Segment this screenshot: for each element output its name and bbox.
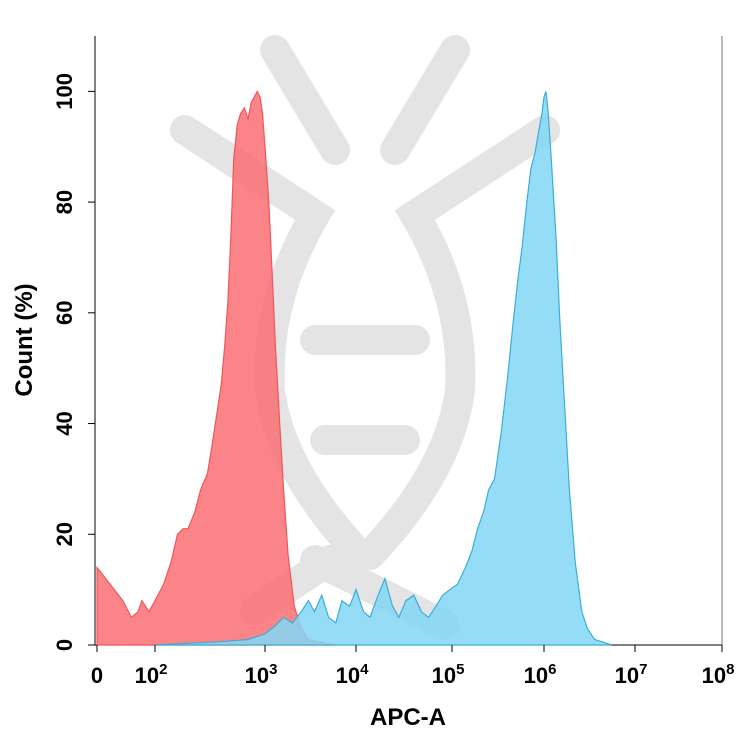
series-layer (96, 90, 612, 646)
x-tick-label: 105 (432, 661, 465, 688)
y-tick-label: 60 (52, 301, 77, 325)
x-tick-label: 104 (336, 661, 369, 688)
x-tick-label: 106 (524, 661, 557, 688)
y-tick-label: 40 (52, 411, 77, 435)
y-tick-label: 0 (52, 639, 77, 651)
histogram-series-2 (154, 91, 612, 646)
y-tick-label: 80 (52, 190, 77, 214)
y-tick-label: 20 (52, 522, 77, 546)
x-tick-label: 103 (245, 661, 278, 688)
x-axis-title: APC-A (370, 704, 446, 731)
y-tick-label: 100 (52, 73, 77, 110)
x-axis: 0 102 103 104 105 106 107 108 (91, 645, 735, 688)
x-tick-label: 0 (91, 663, 103, 688)
x-tick-label: 102 (135, 661, 168, 688)
x-tick-label: 108 (702, 661, 735, 688)
histogram-series-1 (96, 90, 336, 646)
y-axis: 0 20 40 60 80 100 (52, 73, 95, 651)
x-tick-label: 107 (615, 661, 648, 688)
y-axis-title: Count (%) (11, 283, 38, 396)
